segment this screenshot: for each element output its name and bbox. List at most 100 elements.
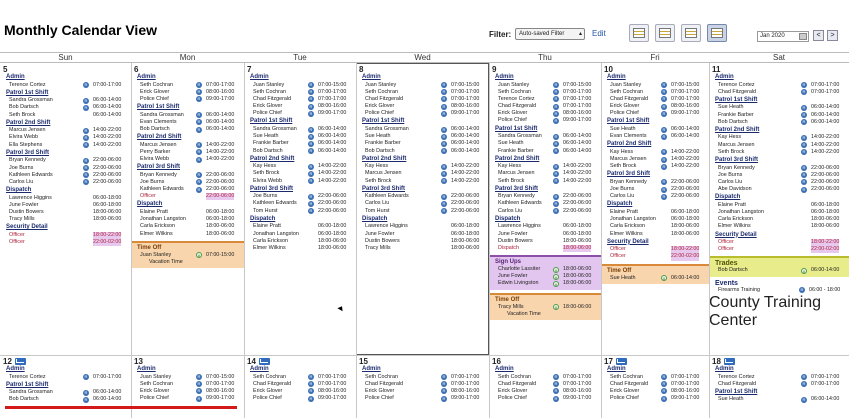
shift-entry[interactable]: Bob Dartsch R 06:00-14:00 (131, 126, 244, 133)
shift-entry[interactable]: Chad Fitzgerald R 07:00-17:00 (709, 381, 849, 388)
shift-entry[interactable]: Sue Heath R 06:00-14:00 (709, 104, 849, 111)
shift-entry[interactable]: Seth Cochran R 07:00-17:00 (131, 381, 244, 388)
day-number[interactable]: 16 (489, 355, 601, 366)
view-week-button[interactable] (655, 24, 675, 42)
shift-entry[interactable]: Marcus Jensen R 14:00-22:00 (0, 127, 131, 134)
shift-entry[interactable]: Tom Hurst R 22:00-06:00 (244, 208, 356, 215)
day-number[interactable]: 17 (601, 355, 709, 366)
shift-entry[interactable]: Joe Burns R 22:00-06:00 (601, 186, 709, 193)
day-number[interactable]: 7 (244, 63, 356, 74)
shift-entry[interactable]: Officer 22:00-02:00 (601, 253, 709, 261)
month-picker-input[interactable]: Jan 2020 (757, 31, 809, 42)
shift-entry[interactable]: Evan Clements R 06:00-14:00 (131, 119, 244, 126)
shift-entry[interactable]: Jonathan Langston 06:00-18:00 (244, 231, 356, 238)
shift-entry[interactable]: Elaine Pratt 06:00-18:00 (601, 209, 709, 216)
day-number[interactable]: 12 (0, 355, 131, 366)
shift-entry[interactable]: Erick Glover R 08:00-16:00 (489, 388, 601, 395)
shift-entry[interactable]: Erick Glover R 08:00-16:00 (489, 110, 601, 117)
day-number[interactable]: 13 (131, 355, 244, 366)
shift-entry[interactable]: Elaine Pratt 06:00-18:00 (131, 209, 244, 216)
shift-entry[interactable]: Terence Cortez R 07:00-17:00 (709, 82, 849, 89)
signups-block-entry[interactable]: Charlotte Lassiter A 18:00-06:00 (489, 266, 601, 273)
shift-entry[interactable]: Police Chief R 09:00-17:00 (489, 117, 601, 125)
shift-entry[interactable]: Kay Hess R 14:00-22:00 (709, 134, 849, 142)
shift-entry[interactable]: Carla Erickson 18:00-06:00 (709, 216, 849, 223)
day-number[interactable]: 5 (0, 63, 131, 74)
day-cell[interactable]: 9 Admin Juan Stanley R 07:00-15:00 Seth Cochr… (489, 63, 601, 355)
shift-entry[interactable]: Chad Fitzgerald R 07:00-17:00 (356, 381, 489, 388)
trades-block-entry[interactable]: Bob Dartsch A 06:00-14:00 (709, 267, 849, 274)
shift-entry[interactable]: Seth Cochran R 07:00-17:00 (356, 374, 489, 381)
shift-entry[interactable]: Terence Cortez R 07:00-17:00 (489, 96, 601, 103)
message-icon[interactable] (615, 358, 627, 365)
shift-entry[interactable]: Marcus Jensen R 14:00-22:00 (489, 170, 601, 177)
shift-entry[interactable]: Bob Dartsch R 06:00-14:00 (356, 148, 489, 155)
shift-entry[interactable]: Bryan Kennedy R 22:00-06:00 (0, 157, 131, 164)
shift-entry[interactable]: Dispatch 18:00-06:00 (489, 244, 601, 253)
shift-entry[interactable]: Chad Fitzgerald R 07:00-17:00 (601, 96, 709, 103)
day-cell[interactable]: 11 Admin Terence Cortez R 07:00-17:00 Chad Fi… (709, 63, 849, 355)
shift-entry[interactable]: Carlos Liu R 22:00-06:00 (356, 200, 489, 208)
shift-entry[interactable]: Marcus Jensen R 14:00-22:00 (131, 142, 244, 149)
shift-entry[interactable]: Erick Glover R 08:00-16:00 (131, 89, 244, 96)
time-off-block-entry[interactable]: Sue Heath A 06:00-14:00 (601, 275, 709, 282)
shift-entry[interactable]: Sue Heath R 06:00-14:00 (356, 133, 489, 140)
shift-entry[interactable]: Kathleen Edwards R 22:00-06:00 (244, 200, 356, 208)
shift-entry[interactable]: Chad Fitzgerald R 07:00-17:00 (709, 89, 849, 96)
shift-entry[interactable]: Bryan Kennedy R 22:00-06:00 (131, 172, 244, 179)
shift-entry[interactable]: Police Chief R 09:00-17:00 (244, 395, 356, 402)
shift-entry[interactable]: Erick Glover R 08:00-16:00 (601, 388, 709, 395)
prev-month-button[interactable]: < (813, 30, 824, 41)
shift-entry[interactable]: Elmer Wilkins 18:00-06:00 (131, 231, 244, 238)
day-cell[interactable]: 16 Admin Seth Cochran R 07:00-17:00 Chad Fitz… (489, 355, 601, 418)
day-cell[interactable]: 5 Admin Terence Cortez R 07:00-17:00 Patrol 1… (0, 63, 131, 355)
day-cell[interactable]: 13 Admin Juan Stanley R 07:00-15:00 Seth Coch… (131, 355, 244, 418)
shift-entry[interactable]: Sandra Grossman R 06:00-14:00 (0, 97, 131, 104)
shift-entry[interactable]: Officer 22:00-02:00 (709, 246, 849, 254)
shift-entry[interactable]: Chad Fitzgerald R 07:00-17:00 (356, 96, 489, 103)
shift-entry[interactable]: Frankie Barber R 06:00-14:00 (244, 140, 356, 147)
shift-entry[interactable]: Chad Fitzgerald R 07:00-17:00 (244, 381, 356, 388)
shift-entry[interactable]: Chad Fitzgerald R 07:00-17:00 (601, 381, 709, 388)
shift-entry[interactable]: Carlos Liu R 22:00-06:00 (489, 208, 601, 215)
shift-entry[interactable]: Sue Heath R 06:00-14:00 (709, 396, 849, 403)
shift-entry[interactable]: Bryan Kennedy R 22:00-06:00 (709, 165, 849, 172)
day-number[interactable]: 18 (709, 355, 849, 366)
shift-entry[interactable]: Bob Dartsch R 06:00-14:00 (709, 119, 849, 126)
shift-entry[interactable]: Dustin Bowers 18:00-06:00 (489, 238, 601, 245)
shift-entry[interactable]: Officer 18:00-22:00 (601, 246, 709, 254)
shift-entry[interactable]: Erick Glover R 08:00-16:00 (601, 103, 709, 110)
view-month-button[interactable] (707, 24, 727, 42)
view-day-button[interactable] (629, 24, 649, 42)
day-cell[interactable]: 18 Admin Terence Cortez R 07:00-17:00 Chad Fi… (709, 355, 849, 418)
shift-entry[interactable]: Officer 22:00-06:00 (131, 193, 244, 201)
shift-entry[interactable]: Police Chief R 09:00-17:00 (601, 110, 709, 117)
shift-entry[interactable]: Jonathan Langston 06:00-18:00 (131, 216, 244, 223)
shift-entry[interactable]: Police Chief R 09:00-17:00 (244, 110, 356, 117)
shift-entry[interactable]: Juan Stanley R 07:00-15:00 (489, 82, 601, 89)
shift-entry[interactable]: Carlos Liu R 22:00-06:00 (601, 193, 709, 200)
shift-entry[interactable]: Seth Brock R 14:00-22:00 (601, 163, 709, 170)
shift-entry[interactable]: Carlos Liu R 22:00-06:00 (0, 179, 131, 186)
shift-entry[interactable]: Erick Glover R 08:00-16:00 (356, 103, 489, 110)
shift-entry[interactable]: Police Chief R 09:00-17:00 (131, 395, 244, 402)
shift-entry[interactable]: Kay Hess R 14:00-22:00 (489, 163, 601, 170)
shift-entry[interactable]: Bryan Kennedy R 22:00-06:00 (489, 193, 601, 200)
shift-entry[interactable]: Juan Stanley R 07:00-15:00 (131, 374, 244, 381)
shift-entry[interactable]: Erick Glover R 08:00-16:00 (131, 388, 244, 395)
shift-entry[interactable]: Sue Heath R 06:00-14:00 (489, 140, 601, 147)
shift-entry[interactable]: June Fowler 06:00-18:00 (0, 202, 131, 209)
next-month-button[interactable]: > (827, 30, 838, 41)
shift-entry[interactable]: Evan Clements R 06:00-14:00 (601, 133, 709, 140)
shift-entry[interactable]: Police Chief R 09:00-17:00 (489, 395, 601, 402)
shift-entry[interactable]: Dustin Bowers 18:00-06:00 (0, 209, 131, 216)
shift-entry[interactable]: Kay Hess R 14:00-22:00 (244, 163, 356, 170)
day-cell[interactable]: 12 Admin Terence Cortez R 07:00-17:00 Patrol … (0, 355, 131, 418)
shift-entry[interactable]: Elmer Wilkins 18:00-06:00 (244, 245, 356, 252)
shift-entry[interactable]: Joe Burns R 22:00-06:00 (709, 172, 849, 179)
shift-entry[interactable]: Elmer Wilkins 18:00-06:00 (601, 231, 709, 238)
day-number[interactable]: 14 (244, 355, 356, 366)
shift-entry[interactable]: Seth Cochran R 07:00-17:00 (131, 82, 244, 89)
shift-entry[interactable]: Elvira Webb R 14:00-22:00 (131, 156, 244, 163)
shift-entry[interactable]: Bryan Kennedy R 22:00-06:00 (601, 179, 709, 186)
